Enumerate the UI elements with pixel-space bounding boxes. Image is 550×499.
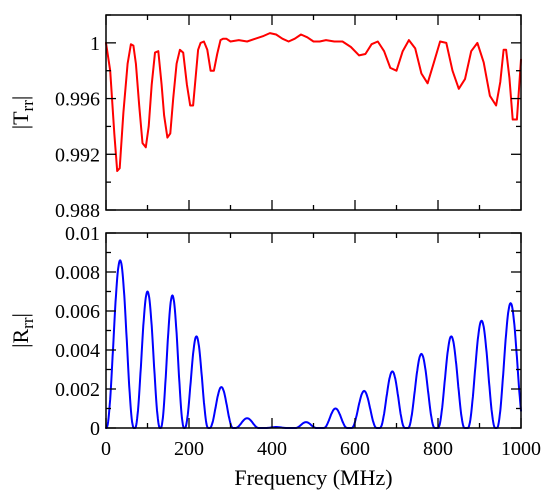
top-y-axis-title: |Trr| <box>8 96 37 130</box>
bottom-y-tick-label: 0.004 <box>55 340 100 362</box>
bottom-y-tick-label: 0 <box>90 418 100 440</box>
top-plot-frame <box>105 14 522 211</box>
x-tick-label: 600 <box>340 438 370 460</box>
bottom-y-tick-label: 0.002 <box>55 379 100 401</box>
top-y-tick-label: 0.996 <box>55 89 100 111</box>
x-tick-label: 800 <box>423 438 453 460</box>
top-y-tick-label: 1 <box>90 33 100 55</box>
bottom-y-tick-label: 0.008 <box>55 262 100 284</box>
x-tick-label: 200 <box>174 438 204 460</box>
x-tick-label: 0 <box>101 438 111 460</box>
bottom-y-tick-label: 0.01 <box>65 223 100 245</box>
transmission-panel: 0.988 0.992 0.996 1 |Trr| <box>8 14 522 222</box>
top-y-tick-label: 0.992 <box>55 144 100 166</box>
reflection-panel: 0 0.002 0.004 0.006 0.008 0.01 0 200 400 600 800 10… <box>8 223 541 460</box>
x-tick-label: 1000 <box>501 438 541 460</box>
bottom-series-line <box>105 259 522 429</box>
bottom-y-tick-label: 0.006 <box>55 301 100 323</box>
x-tick-label: 400 <box>257 438 287 460</box>
bottom-y-axis-title: |Rrr| <box>8 313 37 348</box>
top-series-line <box>105 32 522 172</box>
x-axis-title: Frequency (MHz) <box>234 465 392 490</box>
top-y-tick-label: 0.988 <box>55 200 100 222</box>
